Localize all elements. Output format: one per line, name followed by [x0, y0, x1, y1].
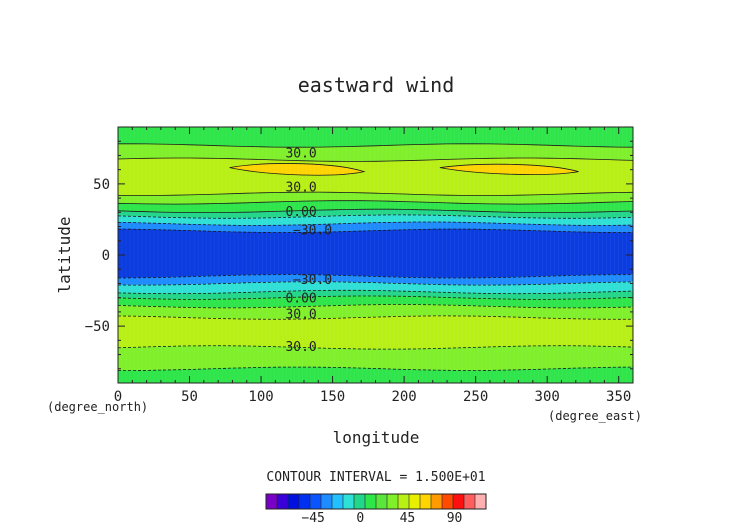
y-tick-label: −50 [85, 319, 110, 335]
colorbar-swatch [365, 494, 377, 509]
contour-label: 30.0 [285, 181, 316, 196]
colorbar-swatch [310, 494, 322, 509]
contour-label: 30.0 [285, 340, 316, 355]
lat-band [118, 228, 633, 279]
contour-line [118, 143, 633, 148]
contour-label: 0.00 [285, 205, 316, 220]
contour-line [118, 228, 633, 233]
colorbar-swatch [453, 494, 465, 509]
colorbar-swatch [332, 494, 344, 509]
contour-line [118, 221, 633, 226]
contour-label: 0.00 [285, 292, 316, 307]
y-tick-label: 0 [102, 248, 110, 264]
colorbar-swatch [299, 494, 311, 509]
contour-line [118, 274, 633, 279]
colorbar-swatch [431, 494, 443, 509]
colorbar-tick-label: 0 [356, 511, 364, 526]
colorbar-swatch [420, 494, 432, 509]
colorbar-swatch [277, 494, 289, 509]
x-tick-label: 150 [320, 389, 345, 405]
colorbar-tick-label: 45 [400, 511, 416, 526]
contour-line [118, 345, 633, 350]
y-axis-label: latitude [55, 216, 74, 293]
x-unit-label: (degree_east) [548, 409, 642, 423]
lat-band [118, 315, 633, 350]
jet-maximum [439, 163, 579, 175]
lat-band [118, 127, 633, 148]
contour-interval-text: CONTOUR INTERVAL = 1.500E+01 [266, 470, 485, 485]
colorbar-swatch [409, 494, 421, 509]
colorbar-swatch [376, 494, 388, 509]
colorbar-swatch [475, 494, 487, 509]
x-tick-label: 250 [463, 389, 488, 405]
x-tick-label: 0 [114, 389, 122, 405]
y-unit-label: (degree_north) [47, 400, 148, 414]
colorbar: −45 0 45 90 [265, 493, 487, 526]
contour-label: −30.0 [293, 273, 332, 288]
x-tick-label: 50 [181, 389, 198, 405]
contour-line [118, 214, 633, 219]
x-axis-label: longitude [333, 428, 420, 447]
plot-area [118, 127, 633, 383]
y-tick-label: 50 [93, 177, 110, 193]
x-tick-label: 300 [535, 389, 560, 405]
chart-title: eastward wind [298, 73, 455, 97]
lat-band [118, 366, 633, 383]
contour-line [118, 200, 633, 205]
jet-maximum [229, 163, 366, 176]
contour-line [118, 295, 633, 300]
colorbar-swatch [321, 494, 333, 509]
y-axis: 50 0 −50 [85, 126, 633, 384]
contour-line [118, 366, 633, 371]
contour-line [118, 281, 633, 286]
colorbar-swatch [464, 494, 476, 509]
contour-line [118, 315, 633, 320]
x-tick-label: 350 [606, 389, 631, 405]
contour-line [118, 157, 633, 162]
contour-line [118, 289, 633, 295]
x-tick-label: 100 [248, 389, 273, 405]
colorbar-tick-label: 90 [447, 511, 463, 526]
x-tick-label: 200 [391, 389, 416, 405]
contour-line [118, 304, 633, 309]
colorbar-swatch [387, 494, 399, 509]
colorbar-tick-label: −45 [301, 511, 324, 526]
lat-band [118, 157, 633, 196]
colorbar-swatch [343, 494, 355, 509]
contour-line [118, 191, 633, 196]
colorbar-swatch [442, 494, 454, 509]
contour-line [118, 208, 633, 213]
colorbar-swatch [398, 494, 410, 509]
contour-label: 30.0 [285, 307, 316, 322]
colorbar-swatch [354, 494, 366, 509]
contour-label: −30.0 [293, 223, 332, 238]
colorbar-swatch [288, 494, 300, 509]
x-axis: 0 50 100 150 200 250 300 350 [114, 127, 634, 405]
contour-label: 30.0 [285, 147, 316, 162]
colorbar-swatch [266, 494, 278, 509]
